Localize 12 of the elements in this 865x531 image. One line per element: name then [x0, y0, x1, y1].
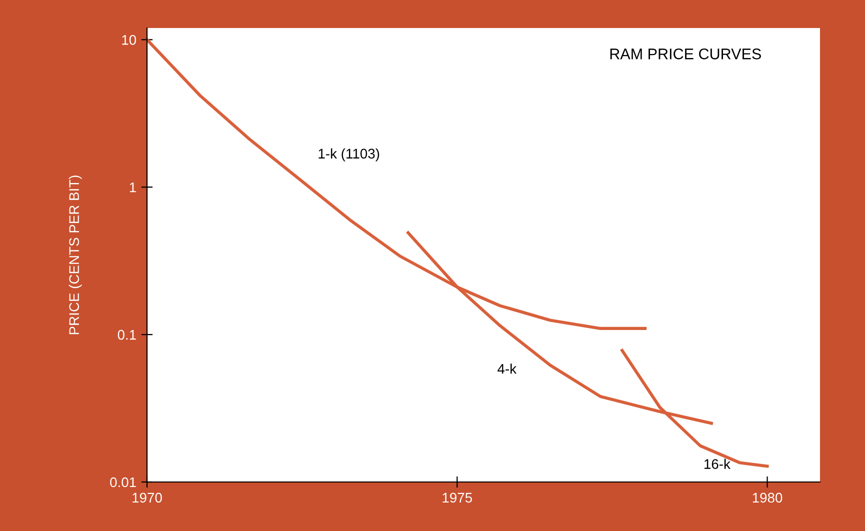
y-axis-title: PRICE (CENTS PER BIT)	[68, 176, 82, 334]
y-tick-label: 1	[130, 182, 136, 192]
y-tick-label: 10	[122, 35, 136, 45]
y-tick-label: 0.01	[110, 477, 136, 488]
series-label: 16-k	[704, 458, 730, 469]
text: RAM PRICE CURVES	[610, 48, 761, 60]
series-label: 1-k (1103)	[318, 148, 380, 162]
x-tick-label: 1970	[132, 492, 162, 503]
series-label: 4-k	[498, 364, 517, 374]
x-tick-label: 1975	[442, 492, 472, 503]
x-tick-label: 1980	[752, 492, 782, 503]
y-tick-label: 0.1	[118, 330, 136, 340]
